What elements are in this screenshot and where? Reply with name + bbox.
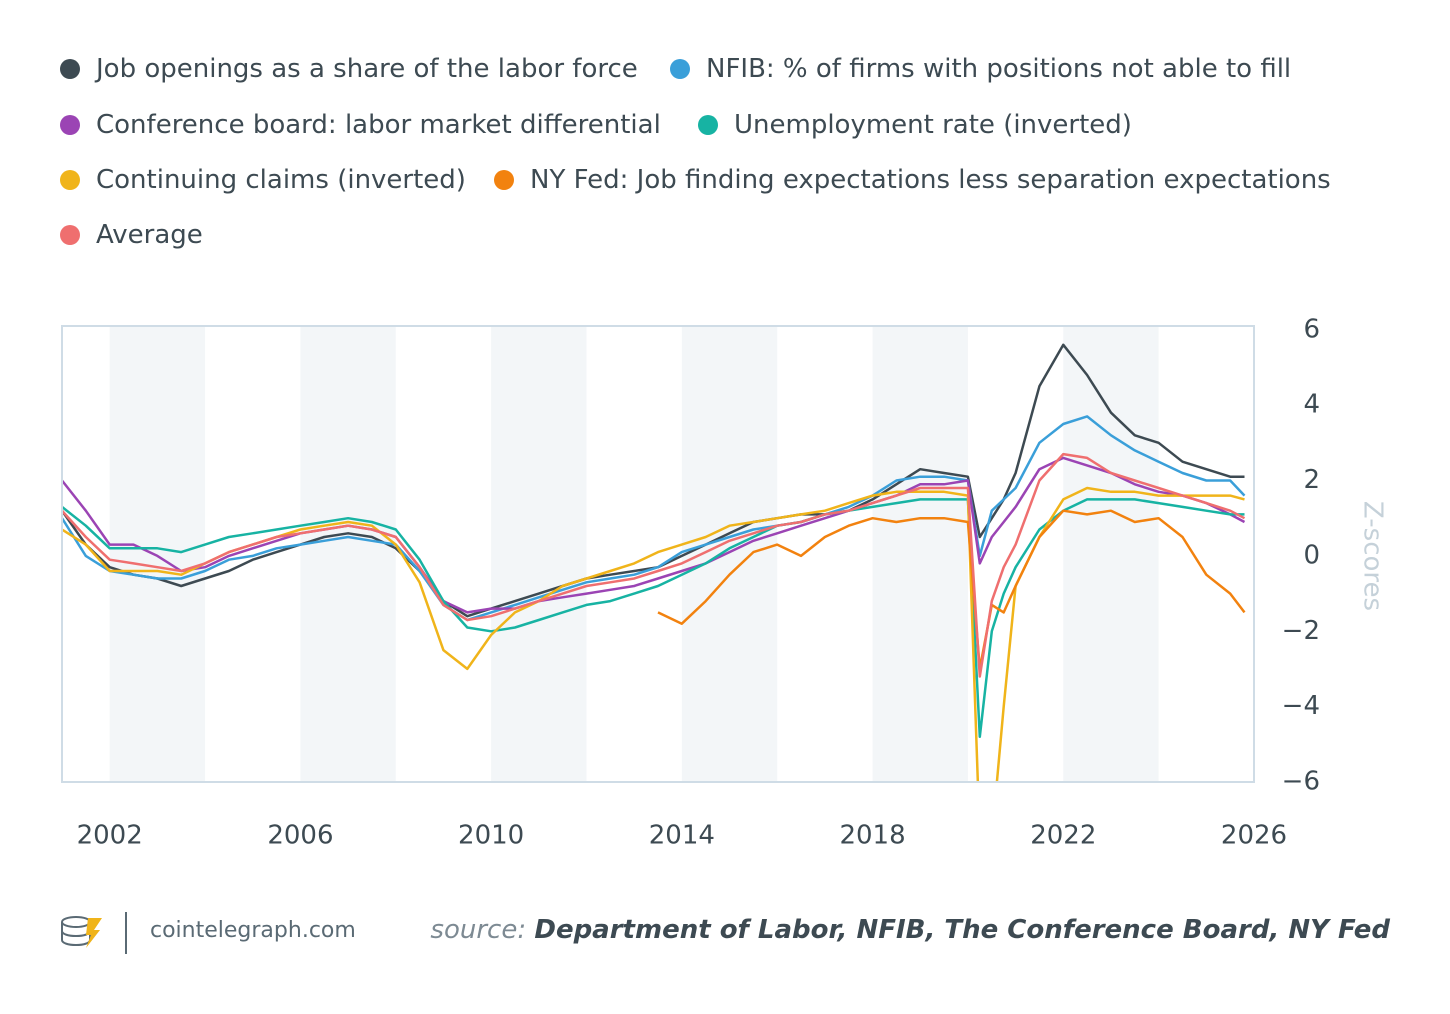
y-tick-label: −6 (1282, 767, 1320, 797)
divider (125, 912, 127, 954)
legend-marker (670, 59, 690, 79)
plot-border (61, 325, 1255, 783)
band (491, 326, 587, 782)
legend-label: Conference board: labor market different… (96, 110, 661, 140)
band (681, 326, 778, 782)
x-tick-label: 2018 (839, 821, 905, 851)
series-line (62, 415, 1246, 622)
band (872, 326, 968, 782)
source-text: Department of Labor, NFIB, The Conferenc… (534, 915, 1390, 945)
legend-marker (60, 115, 80, 135)
y-tick-label: 6 (1303, 314, 1320, 344)
source-note: source: Department of Labor, NFIB, The C… (430, 915, 1390, 945)
legend-marker (60, 225, 80, 245)
source-label: source: (430, 915, 527, 945)
y-axis-title: Z-scores (1358, 501, 1388, 611)
y-tick-label: 2 (1303, 465, 1320, 495)
legend-label: Average (96, 220, 203, 250)
legend-item: Conference board: labor market different… (60, 110, 661, 140)
legend-item: Continuing claims (inverted) (60, 165, 466, 195)
x-tick-label: 2022 (1030, 821, 1096, 851)
legend-label: NY Fed: Job finding expectations less se… (530, 165, 1331, 195)
legend-marker (698, 115, 718, 135)
legend-item: Job openings as a share of the labor for… (60, 54, 638, 84)
legend-item: Average (60, 220, 203, 250)
x-tick-label: 2010 (458, 821, 524, 851)
legend-label: NFIB: % of firms with positions not able… (706, 54, 1292, 84)
x-tick-label: 2006 (267, 821, 333, 851)
site-name: cointelegraph.com (150, 918, 356, 943)
series-line (62, 343, 1245, 618)
y-tick-label: 4 (1303, 390, 1320, 420)
legend-label: Continuing claims (inverted) (96, 165, 466, 195)
series-line (62, 456, 1246, 614)
band (300, 326, 396, 782)
band (1063, 326, 1159, 782)
logo (61, 916, 102, 948)
y-tick-label: 0 (1303, 540, 1320, 570)
legend-label: Unemployment rate (inverted) (734, 110, 1132, 140)
chart: Z-scores 2002 2006 2010 2014 2018 2022 2026 −6 −… (61, 314, 1388, 851)
legend-marker (494, 170, 514, 190)
y-tick-label: −4 (1282, 691, 1320, 721)
x-tick-label: 2002 (77, 821, 143, 851)
legend-item: NY Fed: Job finding expectations less se… (494, 165, 1331, 195)
y-tick-label: −2 (1282, 616, 1320, 646)
legend-item: NFIB: % of firms with positions not able… (670, 54, 1291, 84)
x-tick-label: 2014 (649, 821, 715, 851)
legend-marker (60, 170, 80, 190)
series-line (62, 452, 1246, 678)
legend-label: Job openings as a share of the labor for… (96, 54, 638, 84)
legend-marker (60, 59, 80, 79)
band (109, 326, 206, 782)
legend-item: Unemployment rate (inverted) (698, 110, 1132, 140)
x-tick-label: 2026 (1221, 821, 1287, 851)
